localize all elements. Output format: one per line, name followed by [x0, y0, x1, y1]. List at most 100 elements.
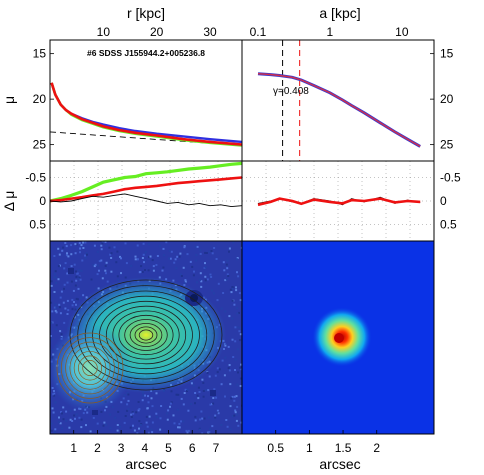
galaxy-noise-pixel — [53, 394, 56, 397]
galaxy-noise-pixel — [120, 401, 123, 404]
galaxy-noise-pixel — [194, 245, 197, 248]
galaxy-noise-pixel — [127, 408, 130, 411]
galaxy-noise-pixel — [233, 303, 236, 306]
galaxy-noise-pixel — [58, 306, 61, 309]
galaxy-noise-pixel — [71, 420, 74, 422]
residual-r-ytick-label: 0.5 — [29, 218, 46, 232]
galaxy-image-xtick-label: 7 — [213, 441, 220, 455]
galaxy-noise-pixel — [66, 281, 69, 284]
galaxy-noise-pixel — [98, 260, 101, 263]
galaxy-noise-pixel — [226, 267, 229, 270]
galaxy-noise-pixel — [59, 264, 61, 267]
galaxy-noise-pixel — [236, 326, 239, 329]
galaxy-noise-pixel — [214, 414, 217, 417]
galaxy-noise-pixel — [190, 403, 193, 405]
galaxy-noise-pixel — [70, 265, 73, 268]
psf-image-xticks: 0.5 1 1.5 2 — [267, 430, 380, 455]
residual-a-series-red — [257, 197, 421, 207]
galaxy-noise-pixel — [233, 395, 236, 398]
residual-a-ytick-label: -0.5 — [440, 170, 461, 184]
galaxy-noise-pixel — [149, 255, 152, 258]
galaxy-noise-pixel — [193, 270, 195, 273]
galaxy-noise-pixel — [168, 257, 170, 260]
galaxy-noise-pixel — [75, 297, 78, 300]
galaxy-noise-pixel — [169, 402, 172, 405]
galaxy-noise-pixel — [105, 423, 108, 426]
galaxy-noise-pixel — [222, 261, 225, 264]
galaxy-contour — [99, 300, 193, 370]
residual-r-ytick-label: -0.5 — [25, 170, 46, 184]
galaxy-noise-pixel — [75, 275, 78, 278]
galaxy-noise-pixel — [145, 415, 148, 418]
galaxy-noise-pixel — [66, 272, 69, 275]
galaxy-noise-pixel — [191, 265, 194, 268]
galaxy-noise-pixel — [175, 267, 178, 270]
galaxy-noise-pixel — [144, 251, 147, 253]
galaxy-noise-pixel — [186, 388, 189, 391]
galaxy-noise-pixel — [214, 374, 217, 377]
galaxy-noise-pixel — [137, 401, 140, 403]
galaxy-noise-pixel — [141, 399, 144, 402]
galaxy-noise-pixel — [210, 250, 213, 252]
galaxy-noise-pixel — [126, 403, 129, 406]
galaxy-noise-pixel — [69, 409, 72, 412]
galaxy-noise-pixel — [240, 368, 242, 371]
galaxy-noise-pixel — [196, 281, 198, 284]
galaxy-noise-pixel — [64, 262, 67, 265]
galaxy-noise-pixel — [114, 416, 117, 419]
galaxy-noise-pixel — [216, 371, 219, 374]
galaxy-noise-pixel — [237, 275, 240, 278]
galaxy-noise-pixel — [216, 367, 219, 370]
galaxy-noise-pixel — [240, 421, 242, 424]
residual-a-panel: -0.5 0 0.5 — [242, 161, 461, 241]
galaxy-noise-pixel — [223, 348, 225, 350]
galaxy-noise-pixel — [102, 424, 105, 427]
galaxy-noise-pixel — [226, 259, 229, 262]
galaxy-noise-pixel — [53, 276, 56, 279]
galaxy-noise-pixel — [176, 255, 179, 258]
galaxy-noise-pixel — [170, 390, 173, 393]
galaxy-noise-pixel — [137, 409, 140, 412]
galaxy-noise-pixel — [187, 409, 190, 412]
galaxy-noise-pixel — [55, 276, 58, 279]
galaxy-noise-pixel — [74, 243, 77, 246]
galaxy-noise-pixel — [231, 395, 234, 398]
galaxy-noise-pixel — [187, 429, 190, 432]
galaxy-noise-pixel — [197, 397, 200, 400]
galaxy-noise-pixel — [81, 259, 84, 262]
galaxy-noise-pixel — [104, 264, 107, 267]
galaxy-noise-pixel — [169, 257, 172, 260]
galaxy-noise-pixel — [224, 310, 227, 313]
galaxy-noise-pixel — [105, 272, 107, 275]
galaxy-noise-pixel — [180, 420, 182, 423]
galaxy-noise-pixel — [231, 415, 234, 418]
galaxy-noise-pixel — [58, 416, 60, 419]
residual-a-ytick-label: 0 — [440, 194, 447, 208]
galaxy-noise-pixel — [54, 303, 57, 306]
psf-image — [242, 241, 434, 434]
galaxy-noise-pixel — [216, 409, 219, 412]
galaxy-noise-pixel — [101, 241, 104, 244]
galaxy-noise-pixel — [62, 246, 65, 249]
galaxy-noise-pixel — [180, 275, 183, 277]
galaxy-noise-pixel — [165, 241, 168, 244]
galaxy-noise-pixel — [92, 263, 95, 266]
galaxy-noise-pixel — [161, 269, 164, 272]
galaxy-noise-pixel — [144, 269, 146, 271]
galaxy-noise-pixel — [144, 258, 147, 261]
galaxy-noise-pixel — [117, 278, 120, 281]
galaxy-noise-pixel — [111, 405, 114, 408]
galaxy-noise-pixel — [238, 292, 241, 295]
galaxy-noise-pixel — [178, 255, 181, 258]
galaxy-noise-pixel — [176, 408, 179, 411]
galaxy-noise-pixel — [60, 290, 63, 293]
galaxy-noise-pixel — [213, 247, 216, 249]
galaxy-noise-pixel — [225, 278, 228, 281]
galaxy-noise-pixel — [51, 310, 54, 313]
galaxy-noise-pixel — [186, 390, 188, 392]
galaxy-noise-pixel — [131, 411, 134, 413]
galaxy-noise-pixel — [53, 390, 55, 392]
galaxy-noise-pixel — [229, 383, 232, 386]
galaxy-noise-pixel — [198, 279, 201, 282]
galaxy-noise-pixel — [100, 259, 103, 262]
